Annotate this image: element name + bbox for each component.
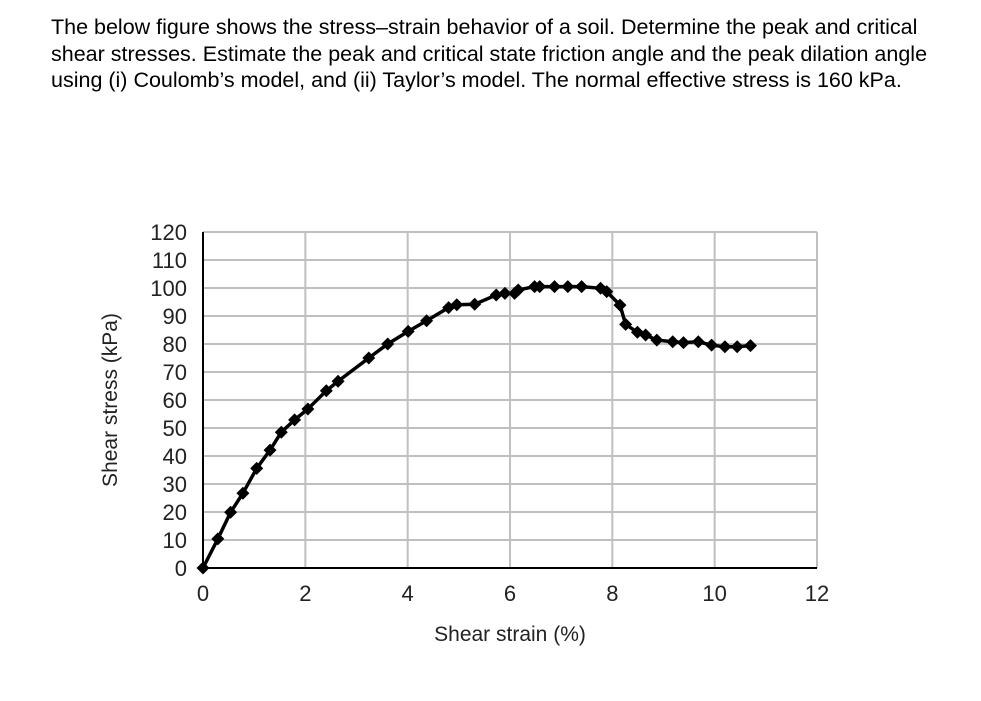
data-point	[666, 335, 680, 349]
y-tick-label: 0	[175, 556, 187, 581]
x-axis-title: Shear strain (%)	[434, 623, 586, 646]
y-tick-label: 60	[163, 388, 187, 413]
data-point	[691, 335, 705, 349]
y-axis-title: Shear stress (kPa)	[99, 313, 122, 487]
x-tick-label: 10	[702, 581, 726, 606]
series-markers	[196, 280, 757, 575]
data-point	[362, 351, 376, 365]
y-tick-labels: 0 10 20 30 40 50 60 70 80 90 100 110 120	[150, 220, 187, 581]
y-tick-label: 50	[163, 416, 187, 441]
x-tick-label: 8	[606, 581, 618, 606]
data-point	[676, 336, 690, 350]
data-point	[548, 280, 562, 294]
y-tick-label: 80	[163, 332, 187, 357]
data-point	[511, 283, 525, 297]
y-tick-label: 30	[163, 472, 187, 497]
x-tick-label: 4	[402, 581, 414, 606]
data-point	[331, 374, 345, 388]
data-point	[381, 337, 395, 351]
y-tick-label: 120	[150, 220, 187, 245]
data-point	[450, 298, 464, 312]
y-tick-label: 110	[152, 248, 187, 273]
x-tick-labels: 0 2 4 6 8 10 12	[197, 581, 829, 606]
data-point	[575, 280, 589, 294]
data-point	[274, 425, 288, 439]
y-tick-label: 100	[150, 276, 187, 301]
data-point	[319, 384, 333, 398]
data-point	[619, 317, 633, 331]
data-point	[743, 339, 757, 353]
data-point	[211, 532, 225, 546]
data-point	[196, 561, 210, 575]
data-point	[401, 324, 415, 338]
y-tick-label: 40	[163, 444, 187, 469]
data-point	[420, 314, 434, 328]
data-point	[224, 505, 238, 519]
axes	[202, 232, 817, 569]
data-point	[489, 288, 503, 302]
data-point	[236, 486, 250, 500]
data-point	[533, 280, 547, 294]
data-point	[561, 280, 575, 294]
data-point	[718, 340, 732, 354]
data-point	[600, 285, 614, 299]
data-point	[730, 340, 744, 354]
data-point	[288, 413, 302, 427]
data-point	[263, 443, 277, 457]
y-tick-label: 70	[163, 360, 187, 385]
data-point	[613, 298, 627, 312]
data-point	[250, 461, 264, 475]
data-point	[468, 297, 482, 311]
data-point	[498, 286, 512, 300]
data-point	[639, 328, 653, 342]
data-point	[650, 333, 664, 347]
x-tick-label: 0	[197, 581, 209, 606]
x-tick-label: 2	[299, 581, 311, 606]
y-tick-label: 90	[163, 304, 187, 329]
data-point	[705, 338, 719, 352]
data-point	[301, 402, 315, 416]
grid	[202, 231, 818, 569]
x-tick-label: 12	[805, 581, 829, 606]
y-tick-label: 20	[163, 500, 187, 525]
x-tick-label: 6	[504, 581, 516, 606]
y-tick-label: 10	[163, 528, 187, 553]
question-text: The below figure shows the stress–strain…	[51, 15, 928, 92]
